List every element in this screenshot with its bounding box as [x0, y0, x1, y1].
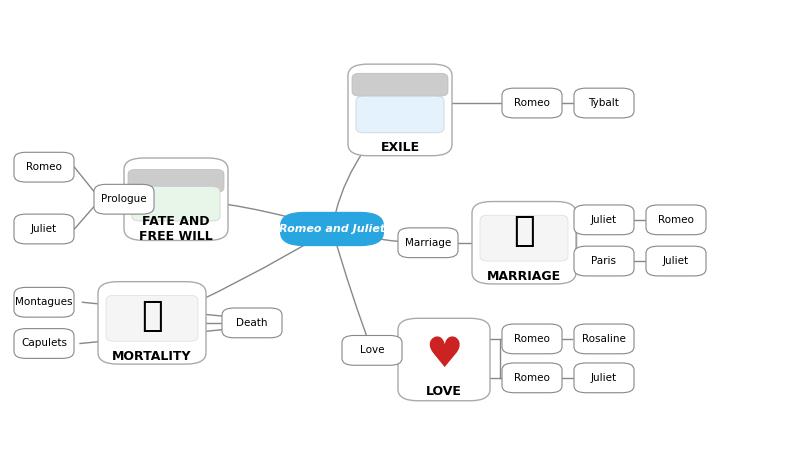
FancyBboxPatch shape	[348, 64, 452, 156]
FancyBboxPatch shape	[124, 158, 228, 240]
FancyBboxPatch shape	[472, 202, 576, 284]
FancyBboxPatch shape	[14, 329, 74, 358]
FancyBboxPatch shape	[98, 282, 206, 364]
FancyBboxPatch shape	[574, 363, 634, 393]
Text: Romeo: Romeo	[514, 334, 550, 344]
FancyBboxPatch shape	[502, 88, 562, 118]
FancyBboxPatch shape	[574, 205, 634, 234]
FancyBboxPatch shape	[646, 205, 706, 234]
Text: Romeo: Romeo	[26, 162, 62, 172]
FancyBboxPatch shape	[14, 214, 74, 244]
Text: Rosaline: Rosaline	[582, 334, 626, 344]
Text: Prologue: Prologue	[101, 194, 147, 204]
FancyBboxPatch shape	[132, 187, 220, 221]
FancyBboxPatch shape	[356, 96, 444, 133]
Text: Montagues: Montagues	[15, 297, 73, 307]
FancyBboxPatch shape	[646, 246, 706, 276]
FancyBboxPatch shape	[398, 318, 490, 401]
FancyBboxPatch shape	[280, 212, 384, 246]
Text: Love: Love	[360, 345, 384, 355]
FancyBboxPatch shape	[574, 324, 634, 354]
Text: Juliet: Juliet	[31, 224, 57, 234]
FancyBboxPatch shape	[352, 73, 448, 96]
FancyBboxPatch shape	[398, 228, 458, 257]
Text: MARRIAGE: MARRIAGE	[487, 270, 561, 283]
Text: Marriage: Marriage	[405, 238, 451, 248]
Text: Juliet: Juliet	[591, 373, 617, 383]
Text: Capulets: Capulets	[21, 338, 67, 349]
FancyBboxPatch shape	[128, 169, 224, 192]
Text: Romeo and Juliet: Romeo and Juliet	[279, 224, 385, 234]
Text: Tybalt: Tybalt	[589, 98, 619, 108]
FancyBboxPatch shape	[14, 288, 74, 317]
FancyBboxPatch shape	[106, 295, 198, 341]
FancyBboxPatch shape	[14, 153, 74, 182]
FancyBboxPatch shape	[222, 308, 282, 338]
Text: EXILE: EXILE	[381, 141, 419, 154]
Text: Death: Death	[236, 318, 268, 328]
Text: Romeo: Romeo	[514, 373, 550, 383]
Text: Romeo: Romeo	[514, 98, 550, 108]
Text: ♥: ♥	[426, 334, 462, 376]
Text: Juliet: Juliet	[591, 215, 617, 225]
FancyBboxPatch shape	[94, 185, 154, 214]
Text: MORTALITY: MORTALITY	[112, 350, 192, 363]
Text: 👫: 👫	[513, 214, 535, 248]
Text: 💀: 💀	[141, 299, 163, 333]
Text: Romeo: Romeo	[658, 215, 694, 225]
FancyBboxPatch shape	[502, 363, 562, 393]
Text: Juliet: Juliet	[663, 256, 689, 266]
FancyBboxPatch shape	[342, 335, 402, 365]
FancyBboxPatch shape	[574, 88, 634, 118]
FancyBboxPatch shape	[480, 215, 568, 261]
FancyBboxPatch shape	[502, 324, 562, 354]
Text: FATE AND
FREE WILL: FATE AND FREE WILL	[139, 215, 213, 243]
Text: Paris: Paris	[591, 256, 617, 266]
Text: LOVE: LOVE	[426, 385, 462, 398]
FancyBboxPatch shape	[574, 246, 634, 276]
